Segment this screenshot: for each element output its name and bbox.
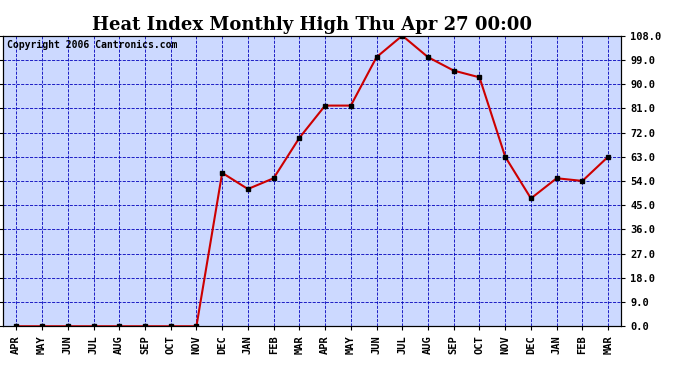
- Text: Copyright 2006 Cantronics.com: Copyright 2006 Cantronics.com: [6, 40, 177, 50]
- Title: Heat Index Monthly High Thu Apr 27 00:00: Heat Index Monthly High Thu Apr 27 00:00: [92, 16, 532, 34]
